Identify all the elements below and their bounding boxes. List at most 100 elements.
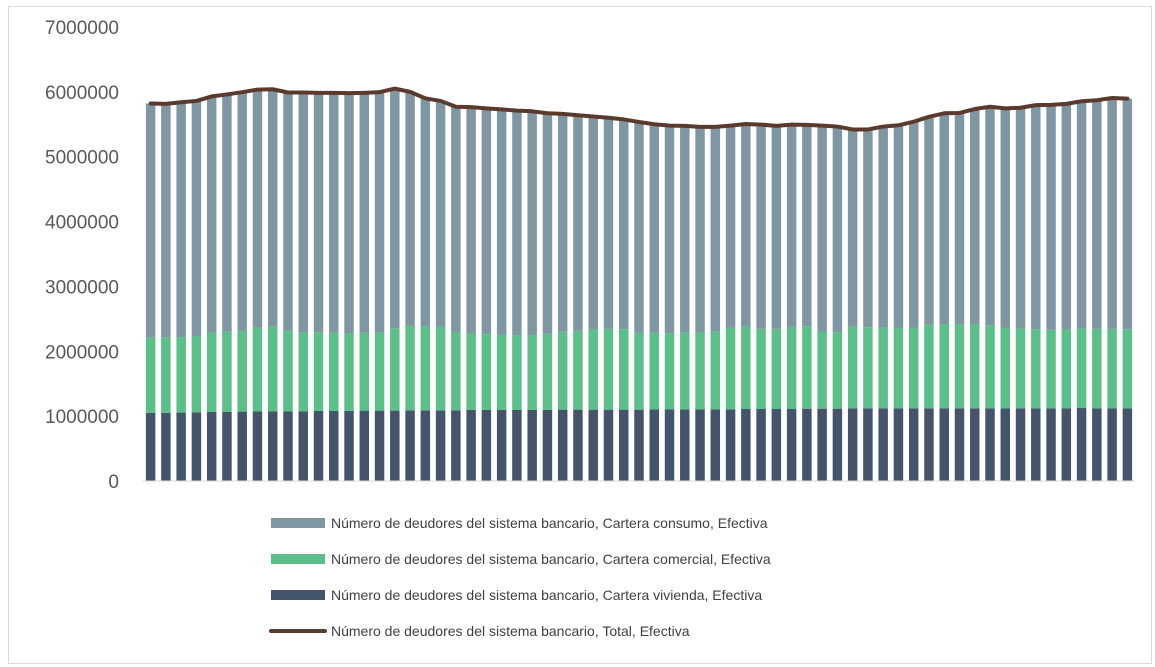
bar-cartera-comercial xyxy=(145,337,156,413)
bar-cartera-comercial xyxy=(588,329,598,410)
bar-cartera-consumo xyxy=(786,124,797,327)
bar-cartera-comercial xyxy=(557,331,568,410)
bar-cartera-consumo xyxy=(374,92,385,333)
bar-cartera-vivienda xyxy=(451,410,461,481)
bar-cartera-comercial xyxy=(878,327,888,409)
bar-cartera-consumo xyxy=(634,122,644,333)
bar-cartera-consumo xyxy=(954,112,965,325)
bar-cartera-comercial xyxy=(603,328,614,410)
bar-cartera-vivienda xyxy=(298,411,308,481)
bar-cartera-comercial xyxy=(985,325,995,409)
bar-cartera-comercial xyxy=(313,332,324,411)
bar-cartera-comercial xyxy=(512,335,522,410)
bar-cartera-comercial xyxy=(970,324,980,409)
bar-cartera-consumo xyxy=(1046,104,1056,330)
bar-cartera-vivienda xyxy=(619,409,629,481)
bar-cartera-comercial xyxy=(161,337,171,413)
bar-cartera-comercial xyxy=(1122,329,1133,409)
bar-cartera-vivienda xyxy=(573,409,583,481)
bar-cartera-consumo xyxy=(390,88,400,329)
y-tick-label: 1000000 xyxy=(45,407,119,428)
bar-cartera-comercial xyxy=(481,334,492,410)
bar-cartera-consumo xyxy=(588,116,598,330)
bar-cartera-comercial xyxy=(176,337,186,413)
legend-swatch xyxy=(271,518,325,528)
bar-cartera-vivienda xyxy=(512,409,522,481)
bar-cartera-comercial xyxy=(542,333,553,410)
legend-swatch xyxy=(271,554,325,564)
bar-cartera-consumo xyxy=(1061,103,1072,330)
bar-cartera-comercial xyxy=(252,327,263,412)
bar-cartera-vivienda xyxy=(634,409,644,481)
bar-cartera-comercial xyxy=(390,328,400,411)
bar-cartera-vivienda xyxy=(1107,408,1117,481)
bar-cartera-consumo xyxy=(496,109,507,335)
bar-area xyxy=(145,88,1133,481)
bar-cartera-vivienda xyxy=(1015,408,1026,481)
bar-cartera-vivienda xyxy=(344,410,354,481)
bar-cartera-vivienda xyxy=(603,409,614,481)
legend-label: Número de deudores del sistema bancario,… xyxy=(331,623,690,639)
bar-cartera-vivienda xyxy=(771,409,782,481)
bar-cartera-comercial xyxy=(1046,329,1056,409)
bar-cartera-consumo xyxy=(710,126,721,332)
bar-cartera-vivienda xyxy=(313,410,324,481)
bar-cartera-comercial xyxy=(283,330,293,412)
bar-cartera-vivienda xyxy=(496,409,507,481)
bar-cartera-consumo xyxy=(161,103,171,338)
bar-cartera-consumo xyxy=(603,117,614,329)
bar-cartera-comercial xyxy=(1031,329,1041,409)
bar-cartera-vivienda xyxy=(710,409,721,481)
bar-cartera-comercial xyxy=(374,332,385,411)
legend-swatch xyxy=(271,590,325,600)
bar-cartera-vivienda xyxy=(1122,408,1133,481)
bar-cartera-comercial xyxy=(527,335,537,410)
bar-cartera-comercial xyxy=(1015,328,1026,409)
bar-cartera-consumo xyxy=(557,113,568,332)
bar-cartera-consumo xyxy=(252,89,263,328)
bar-cartera-consumo xyxy=(878,126,888,328)
total-line-layer xyxy=(148,86,1130,132)
bar-cartera-vivienda xyxy=(557,409,568,481)
bar-cartera-consumo xyxy=(176,102,186,338)
bar-cartera-vivienda xyxy=(588,409,598,481)
bar-cartera-comercial xyxy=(466,333,476,410)
bar-cartera-consumo xyxy=(802,124,812,327)
bar-cartera-consumo xyxy=(329,92,339,333)
bar-cartera-vivienda xyxy=(435,410,446,481)
bar-cartera-consumo xyxy=(1122,98,1133,330)
bar-cartera-comercial xyxy=(420,326,431,411)
bar-cartera-comercial xyxy=(817,331,827,409)
bar-cartera-consumo xyxy=(298,92,308,333)
bar-cartera-consumo xyxy=(741,123,751,327)
bar-cartera-consumo xyxy=(847,129,858,327)
bar-cartera-vivienda xyxy=(786,409,797,481)
bar-cartera-consumo xyxy=(939,113,949,325)
bar-cartera-comercial xyxy=(451,332,461,411)
bar-cartera-vivienda xyxy=(649,409,659,481)
y-tick-label: 3000000 xyxy=(45,277,119,298)
bar-cartera-comercial xyxy=(771,328,782,410)
bar-cartera-vivienda xyxy=(847,408,858,481)
bar-cartera-vivienda xyxy=(939,408,949,481)
y-tick-label: 2000000 xyxy=(45,342,119,363)
bar-cartera-vivienda xyxy=(359,410,370,481)
bar-cartera-vivienda xyxy=(908,408,919,481)
bar-cartera-vivienda xyxy=(222,411,232,481)
bar-cartera-vivienda xyxy=(817,408,827,481)
y-tick-label: 7000000 xyxy=(45,18,119,39)
bar-cartera-consumo xyxy=(191,100,202,337)
bar-cartera-vivienda xyxy=(832,408,843,481)
legend: Número de deudores del sistema bancario,… xyxy=(269,515,771,639)
bar-cartera-consumo xyxy=(542,113,553,334)
bar-cartera-consumo xyxy=(832,126,843,333)
bar-cartera-vivienda xyxy=(145,412,156,481)
bar-cartera-comercial xyxy=(893,327,904,409)
bar-cartera-comercial xyxy=(725,327,736,410)
y-tick-label: 0 xyxy=(108,472,119,493)
bar-cartera-comercial xyxy=(847,326,858,409)
bar-cartera-vivienda xyxy=(970,408,980,481)
bar-cartera-consumo xyxy=(145,103,156,338)
bar-cartera-comercial xyxy=(664,333,675,410)
bar-cartera-vivienda xyxy=(664,409,675,481)
